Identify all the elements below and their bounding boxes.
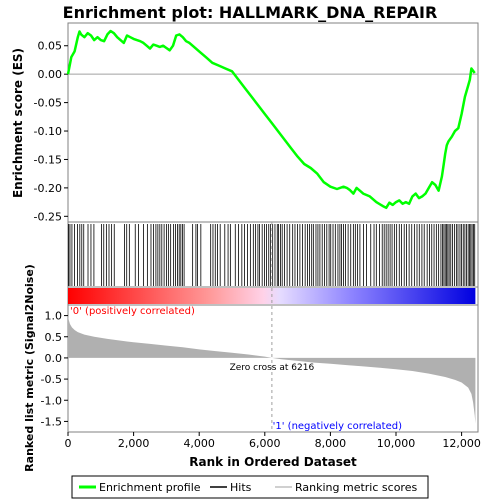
metric-y-tick-label: 0.0 (45, 352, 63, 365)
legend-label-enrichment-profile: Enrichment profile (99, 481, 201, 494)
x-axis: 0 2,000 4,000 6,000 8,000 10,000 12,000 (65, 432, 481, 450)
es-panel-frame (67, 22, 479, 223)
es-y-axis: 0.05 0.00 -0.05 -0.10 -0.15 -0.20 -0.25 (34, 40, 68, 223)
es-y-tick-label: -0.15 (34, 153, 62, 166)
x-tick-label: 6,000 (249, 437, 281, 450)
metric-panel: 1.0 0.5 0.0 -0.5 -1.0 -1.5 Zero cross at 6216… (23, 222, 479, 472)
hits-panel (67, 221, 479, 288)
legend-label-ranking-metric: Ranking metric scores (295, 481, 417, 494)
chart-title: Enrichment plot: HALLMARK_DNA_REPAIR (63, 3, 438, 22)
es-y-tick-label: -0.10 (34, 125, 62, 138)
metric-y-tick-label: -1.0 (41, 394, 62, 407)
chart-legend: Enrichment profile Hits Ranking metric s… (71, 475, 429, 499)
enrichment-profile-line (66, 29, 476, 210)
x-tick-label: 2,000 (118, 437, 150, 450)
es-y-tick-label: -0.05 (34, 97, 62, 110)
negative-correlation-label: '1' (negatively correlated) (273, 421, 402, 432)
es-y-tick-label: 0.00 (38, 68, 63, 81)
positive-correlation-label: '0' (positively correlated) (70, 306, 195, 317)
es-panel: 0.05 0.00 -0.05 -0.10 -0.15 -0.20 -0.25 Enrich… (11, 22, 479, 223)
metric-y-tick-label: -0.5 (41, 373, 62, 386)
es-y-axis-label: Enrichment score (ES) (11, 48, 25, 198)
rank-color-bar-panel (67, 286, 479, 306)
x-tick-label: 10,000 (377, 437, 416, 450)
metric-y-axis: 1.0 0.5 0.0 -0.5 -1.0 -1.5 (41, 310, 68, 428)
x-tick-label: 0 (65, 437, 72, 450)
metric-y-axis-label: Ranked list metric (Signal2Noise) (23, 264, 36, 472)
x-tick-label: 8,000 (315, 437, 347, 450)
hits-lines (68, 224, 476, 286)
zero-cross-label: Zero cross at 6216 (230, 363, 315, 373)
es-y-tick-label: -0.25 (34, 210, 62, 223)
metric-y-tick-label: -1.5 (41, 415, 62, 428)
es-y-tick-label: -0.20 (34, 182, 62, 195)
es-y-tick-label: 0.05 (38, 40, 63, 53)
legend-label-hits: Hits (230, 481, 252, 494)
x-tick-label: 4,000 (183, 437, 215, 450)
metric-y-tick-label: 1.0 (45, 310, 63, 323)
x-axis-label: Rank in Ordered Dataset (189, 455, 357, 469)
legend-box (71, 475, 429, 499)
metric-y-tick-label: 0.5 (45, 331, 63, 344)
x-tick-label: 12,000 (442, 437, 481, 450)
